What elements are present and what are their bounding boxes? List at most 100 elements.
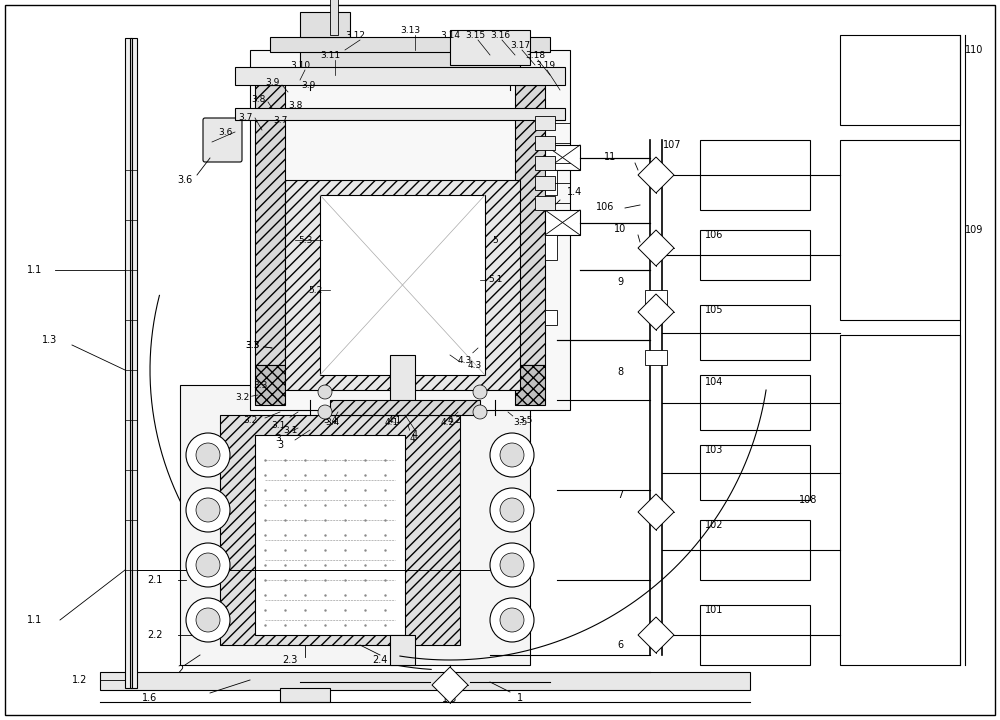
Bar [700,445,810,500]
Bar [545,145,580,170]
Bar [250,50,570,410]
Text: 9: 9 [617,277,623,287]
Circle shape [500,553,524,577]
Bar [280,688,330,702]
Text: 3.4: 3.4 [323,415,337,425]
Text: 3.3: 3.3 [245,341,259,349]
Text: 3.10: 3.10 [290,60,310,70]
Text: 3.15: 3.15 [465,30,485,40]
Text: 3.5: 3.5 [518,415,532,425]
Text: 5.2: 5.2 [308,286,322,294]
Text: 3: 3 [277,440,283,450]
Circle shape [186,433,230,477]
Text: 11: 11 [604,152,616,162]
Text: 2.3: 2.3 [282,655,298,665]
Bar [535,136,555,150]
Text: 3.9: 3.9 [265,78,279,87]
Text: 3.14: 3.14 [440,30,460,40]
Bar [700,140,810,210]
Bar [645,290,667,305]
Bar [330,400,480,415]
Text: 3.7: 3.7 [238,113,252,122]
Text: 2: 2 [177,665,183,675]
Bar [645,350,667,365]
Text: 106: 106 [705,230,723,240]
Text: 104: 104 [705,377,723,387]
Text: 1.6: 1.6 [142,693,158,703]
Circle shape [500,498,524,522]
Text: 3.5: 3.5 [513,418,527,426]
Text: 3.12: 3.12 [345,30,365,40]
Text: 5.1: 5.1 [488,276,502,284]
Text: 1.3: 1.3 [42,335,58,345]
Bar [700,230,810,280]
Bar [535,116,555,130]
Text: 4: 4 [412,430,418,440]
Text: 4.3: 4.3 [458,356,472,364]
Text: 107: 107 [663,140,681,150]
Text: 3.6: 3.6 [218,128,232,137]
Bar [180,385,530,665]
Circle shape [490,598,534,642]
Text: 1.5: 1.5 [442,694,458,704]
Text: 5: 5 [492,235,498,245]
Circle shape [318,405,332,419]
Text: 3.11: 3.11 [320,50,340,60]
Bar [840,35,960,125]
Text: 3.1: 3.1 [271,420,285,430]
Bar [390,635,415,665]
Text: 110: 110 [965,45,983,55]
Bar [535,156,555,170]
Bar [285,180,520,390]
Text: 108: 108 [799,495,817,505]
Bar [125,38,137,688]
Bar [255,435,405,635]
Text: 3.2: 3.2 [243,415,257,425]
Bar [300,50,520,70]
Text: 3.7: 3.7 [273,115,287,125]
Circle shape [490,433,534,477]
Bar [320,195,485,375]
Text: 7: 7 [617,490,623,500]
Text: 4.2: 4.2 [441,418,455,426]
FancyBboxPatch shape [203,118,242,162]
Circle shape [500,443,524,467]
Text: 3: 3 [275,433,281,443]
Circle shape [186,543,230,587]
Bar [515,365,545,405]
Bar [535,176,555,190]
Polygon shape [638,230,674,266]
Text: 2.1: 2.1 [147,575,163,585]
Bar [545,170,557,195]
Bar [390,355,415,410]
Text: 1.1: 1.1 [27,265,43,275]
Text: 3.9: 3.9 [301,81,315,89]
Circle shape [186,598,230,642]
Polygon shape [638,617,674,653]
Bar [330,0,338,35]
Text: 109: 109 [965,225,983,235]
Bar [840,335,960,665]
Text: 10: 10 [614,224,626,234]
Text: 3.17: 3.17 [510,40,530,50]
Text: 1: 1 [517,693,523,703]
Bar [130,38,132,688]
Text: 1.2: 1.2 [72,675,88,685]
Polygon shape [638,494,674,530]
Text: 6: 6 [617,640,623,650]
Bar [545,210,580,235]
Text: 3.19: 3.19 [535,60,555,70]
Bar [545,310,557,325]
Text: 3.16: 3.16 [490,30,510,40]
Text: 3.3: 3.3 [253,380,267,390]
Polygon shape [432,667,468,703]
Circle shape [196,443,220,467]
Text: 2.2: 2.2 [147,630,163,640]
Bar [300,12,350,37]
Circle shape [500,608,524,632]
Circle shape [473,385,487,399]
Text: 4.2: 4.2 [448,415,462,425]
Circle shape [196,608,220,632]
Text: 4.1: 4.1 [385,418,399,426]
Text: 3.8: 3.8 [251,95,265,104]
